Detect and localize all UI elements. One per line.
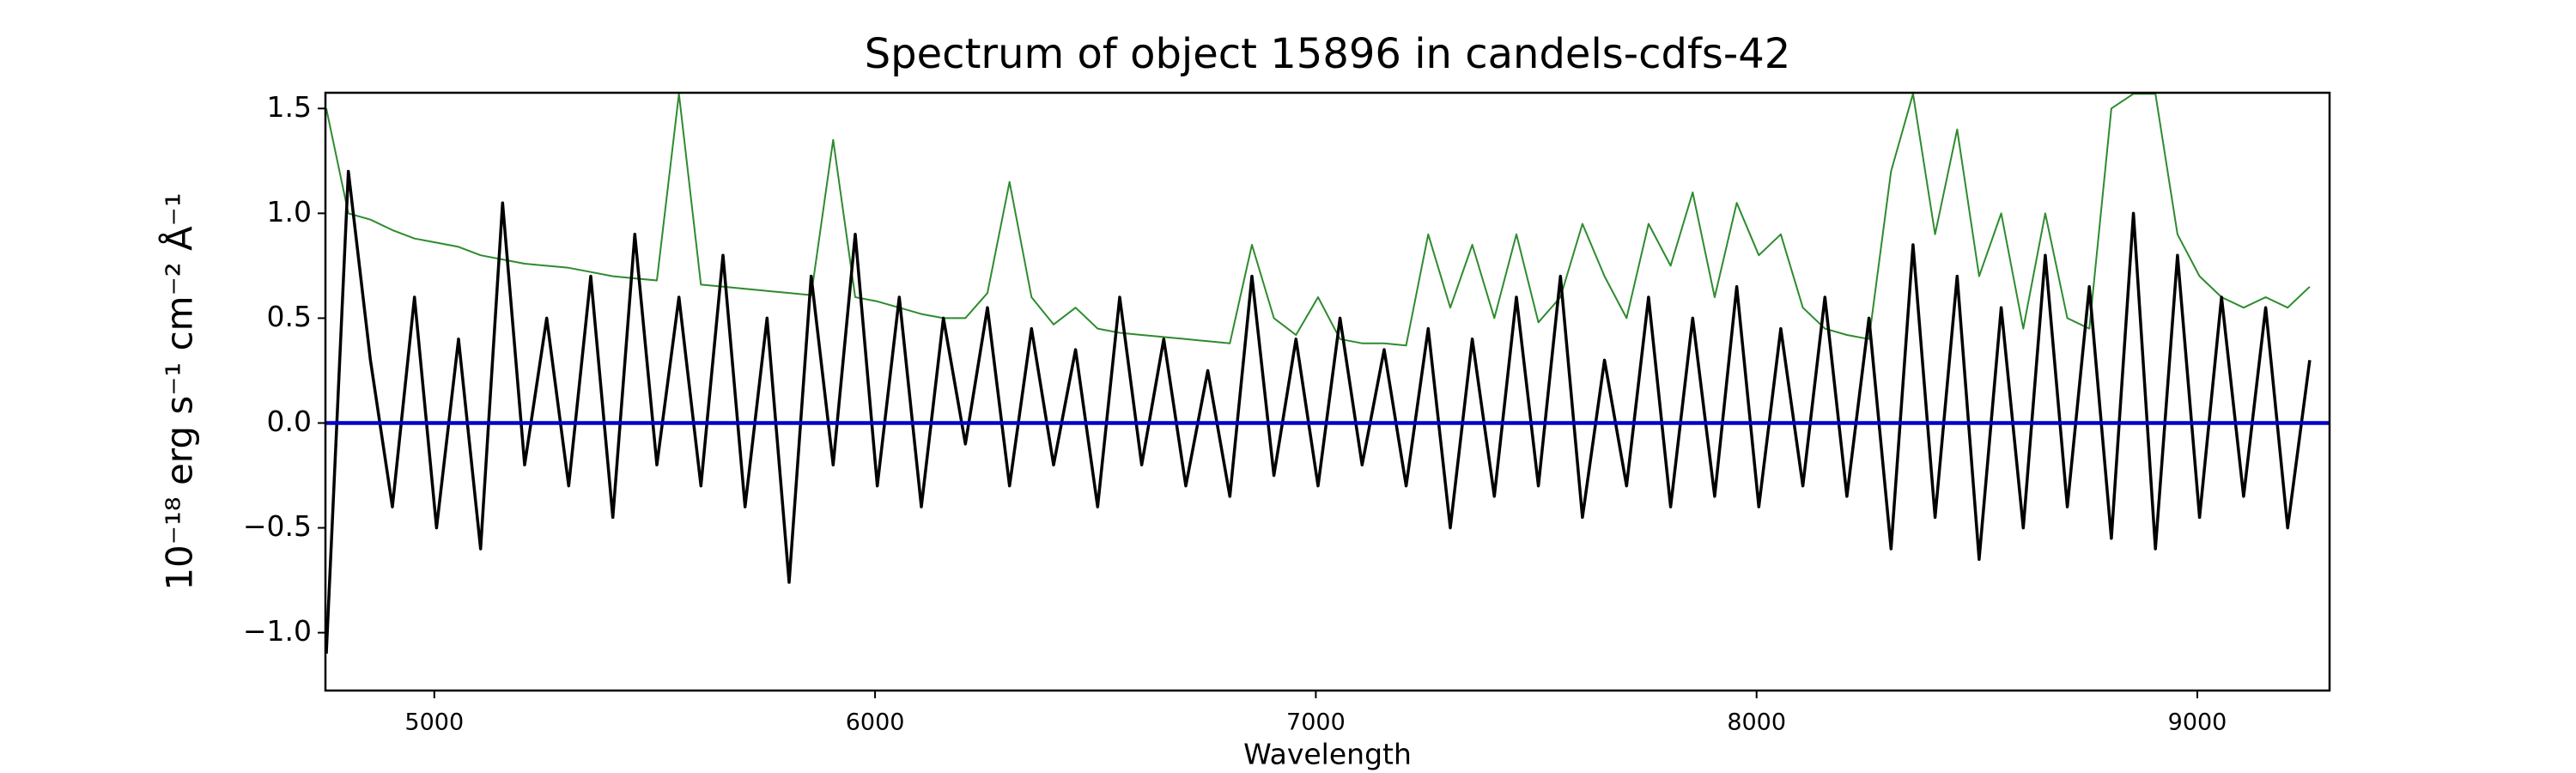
- y-tick-label: 0.5: [267, 300, 312, 333]
- plot-area: [325, 93, 2330, 654]
- plot-frame: [324, 91, 2331, 692]
- y-axis-label: 10⁻¹⁸ erg s⁻¹ cm⁻² Å⁻¹: [158, 192, 201, 590]
- x-tick-label: 7000: [1286, 709, 1346, 736]
- y-tick-label: 1.0: [267, 195, 312, 228]
- y-tick-label: −0.5: [243, 509, 312, 543]
- y-tick-label: −1.0: [243, 614, 312, 648]
- x-tick-label: 9000: [2168, 709, 2227, 736]
- y-tick-label: 0.0: [267, 405, 312, 438]
- x-tick-label: 5000: [404, 709, 464, 736]
- x-tick-label: 8000: [1727, 709, 1786, 736]
- chart-title: Spectrum of object 15896 in candels-cdfs…: [865, 30, 1791, 78]
- x-tick-label: 6000: [846, 709, 905, 736]
- series-line: [325, 169, 2312, 654]
- x-axis-label: Wavelength: [1243, 738, 1412, 771]
- series-line: [325, 93, 2311, 347]
- y-tick-label: 1.5: [267, 90, 312, 124]
